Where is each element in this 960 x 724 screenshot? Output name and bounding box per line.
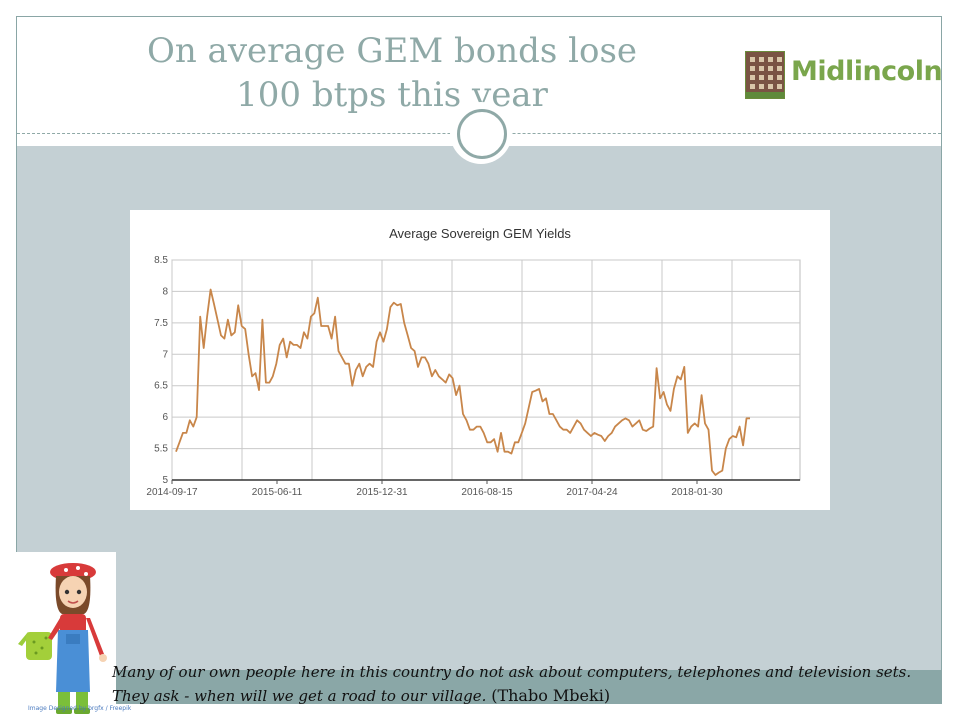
image-credit[interactable]: Image Designed by brgfx / Freepik (28, 705, 132, 712)
chart-title: Average Sovereign GEM Yields (389, 226, 571, 241)
circle-ornament-ring (457, 109, 507, 159)
x-tick-label: 2016-08-15 (461, 487, 513, 498)
chart-series (175, 288, 750, 476)
x-tick-label: 2014-09-17 (146, 487, 198, 498)
x-tick-label: 2018-01-30 (671, 487, 723, 498)
y-tick-label: 6.5 (154, 381, 168, 392)
y-tick-label: 5 (162, 475, 168, 486)
quote-text: Many of our own people here in this coun… (112, 663, 912, 705)
plot-frame (171, 259, 801, 481)
slide-title-line-2: 100 btps this year (236, 75, 548, 115)
chart-grid (171, 259, 801, 481)
y-tick-label: 7.5 (154, 318, 168, 329)
slide-title: On average GEM bonds lose 100 btps this … (122, 29, 662, 117)
footer-band (17, 670, 941, 704)
midlincoln-logo: Midlincoln (745, 51, 945, 99)
x-tick-label: 2015-06-11 (252, 487, 303, 498)
x-tick-label: 2015-12-31 (356, 487, 408, 498)
slide-title-line-1: On average GEM bonds lose (146, 31, 638, 71)
quote-author: (Thabo Mbeki) (491, 686, 611, 705)
y-tick-label: 8.5 (154, 255, 168, 266)
chart-svg: Average Sovereign GEM Yields 5 5.5 6 6.5 7 7.… (146, 226, 801, 498)
y-tick-label: 6 (162, 412, 168, 423)
chart-axes: 5 5.5 6 6.5 7 7.5 8 8.5 2014-09-17 2015-06-11 2015… (146, 255, 800, 498)
y-tick-label: 5.5 (154, 444, 168, 455)
building-logo-icon (745, 51, 785, 99)
series-line-avg-yields (175, 288, 750, 476)
y-tick-label: 7 (162, 349, 168, 360)
quote: Many of our own people here in this coun… (112, 661, 952, 708)
logo-text: Midlincoln (791, 56, 943, 87)
farmer-girl-illustration (16, 552, 116, 720)
y-tick-label: 8 (162, 286, 168, 297)
yield-chart: Average Sovereign GEM Yields 5 5.5 6 6.5 7 7.… (130, 210, 830, 510)
x-tick-label: 2017-04-24 (566, 487, 618, 498)
